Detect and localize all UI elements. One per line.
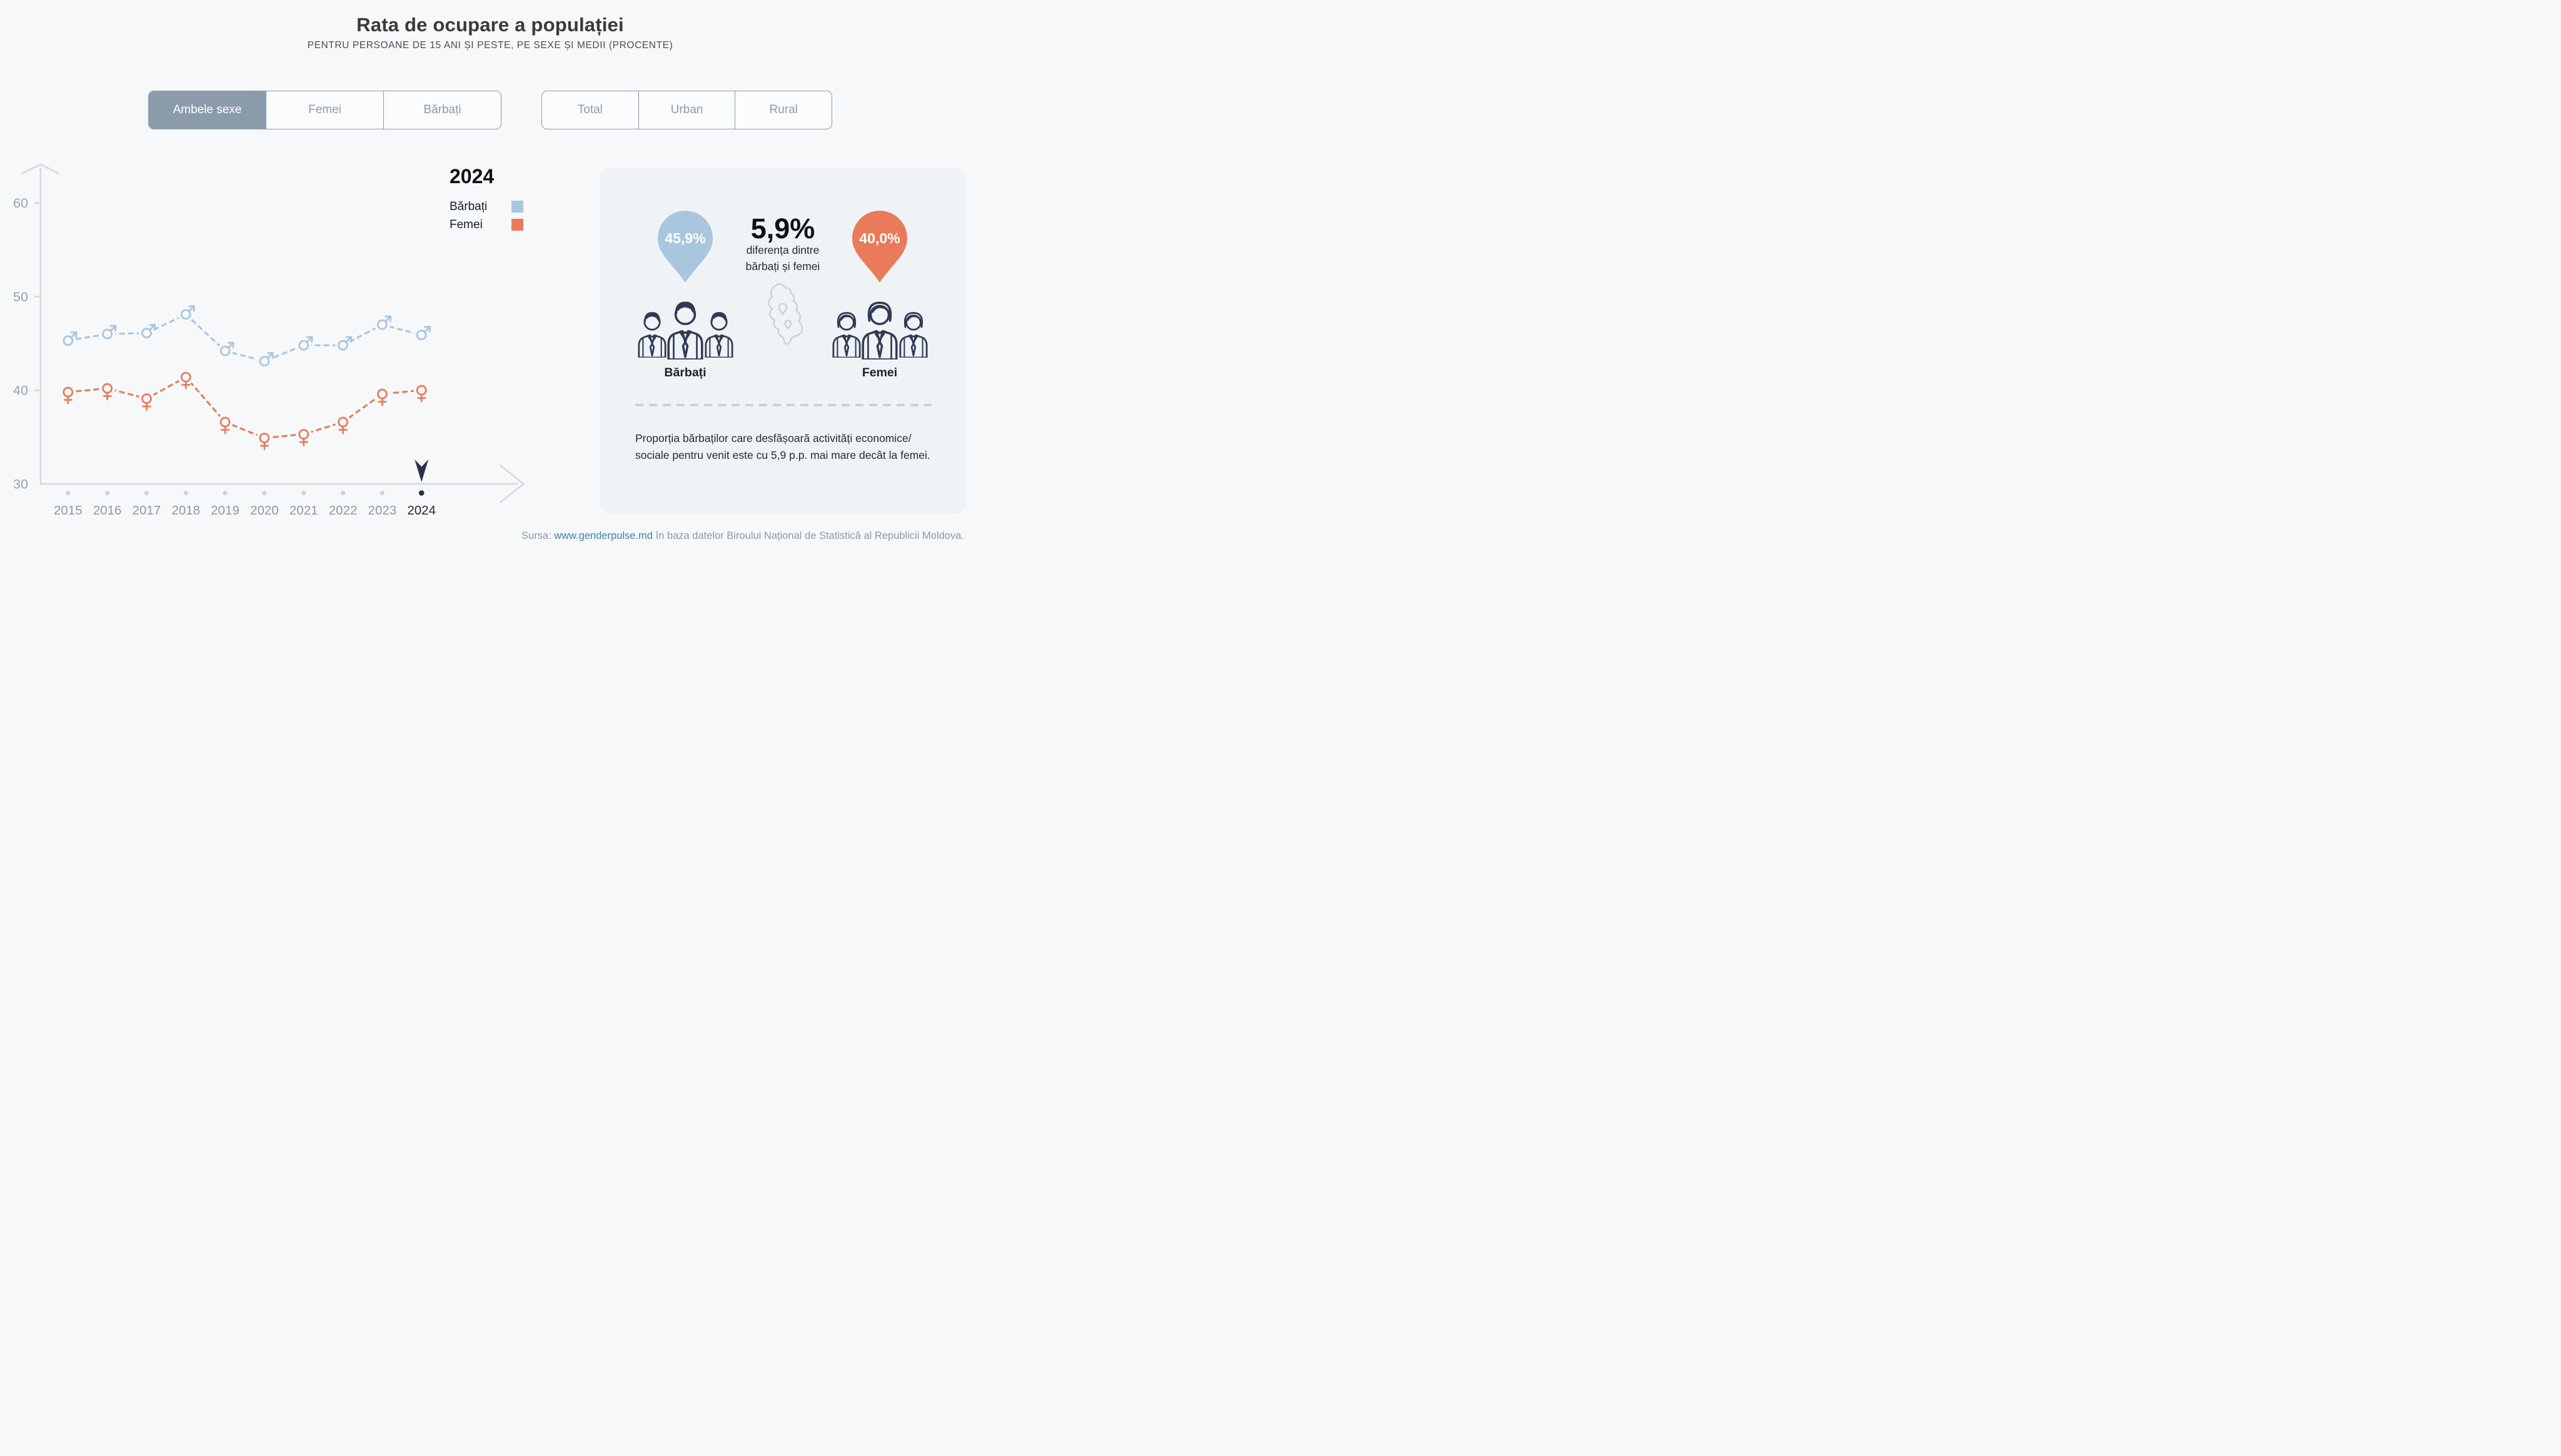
women-group-label: Femei bbox=[862, 366, 898, 379]
x-dot bbox=[66, 491, 71, 496]
gap-caption-line2: bărbați și femei bbox=[745, 260, 820, 273]
x-dot bbox=[223, 491, 228, 496]
x-tick-label[interactable]: 2015 bbox=[54, 503, 83, 518]
page-title: Rata de ocupare a populației bbox=[356, 14, 624, 36]
x-tick-label[interactable]: 2017 bbox=[133, 503, 161, 518]
x-tick-label[interactable]: 2024 bbox=[407, 503, 436, 518]
y-tick-label: 30 bbox=[13, 477, 28, 492]
gap-caption-line1: diferența dintre bbox=[746, 244, 820, 256]
tab-barbati[interactable]: Bărbați bbox=[384, 91, 501, 129]
male-symbol-marker bbox=[180, 309, 191, 320]
female-symbol-marker bbox=[63, 386, 74, 398]
employment-rate-line-chart: 60 50 40 30 2015 2016 2017 2018 2019 2020 2021 2022… bbox=[13, 163, 525, 518]
legend-label-femei: Femei bbox=[450, 218, 483, 231]
source-line: Sursa: www.genderpulse.md în baza datelo… bbox=[521, 530, 964, 542]
area-filter-group: Total Urban Rural bbox=[541, 91, 832, 129]
x-dot bbox=[301, 491, 306, 496]
x-axis-arrowhead bbox=[499, 464, 525, 503]
sex-filter-group: Ambele sexe Femei Bărbați bbox=[148, 91, 501, 129]
y-axis-arrowhead bbox=[21, 163, 60, 174]
male-symbol-marker bbox=[219, 345, 231, 356]
y-tick bbox=[34, 389, 39, 391]
female-symbol-marker bbox=[416, 384, 427, 396]
source-link[interactable]: www.genderpulse.md bbox=[554, 530, 653, 541]
x-tick-label[interactable]: 2021 bbox=[289, 503, 318, 518]
male-symbol-marker bbox=[141, 328, 152, 339]
tab-ambele-sexe[interactable]: Ambele sexe bbox=[149, 91, 266, 129]
x-dot bbox=[183, 491, 188, 496]
selected-year-cursor-icon bbox=[415, 459, 429, 482]
tab-total[interactable]: Total bbox=[542, 91, 639, 129]
x-dot bbox=[262, 491, 267, 496]
y-tick bbox=[34, 295, 39, 298]
female-symbol-marker bbox=[219, 416, 231, 428]
female-symbol-marker bbox=[141, 393, 152, 404]
x-dot bbox=[340, 491, 346, 496]
male-symbol-marker bbox=[259, 356, 270, 367]
tab-femei[interactable]: Femei bbox=[266, 91, 384, 129]
female-symbol-marker bbox=[259, 433, 270, 443]
series-female bbox=[60, 369, 430, 450]
legend-item-femei: Femei bbox=[450, 218, 525, 231]
x-tick-label[interactable]: 2019 bbox=[211, 503, 239, 518]
female-pin-value: 40,0% bbox=[859, 230, 900, 246]
series-line bbox=[67, 376, 423, 439]
female-symbol-marker bbox=[298, 429, 309, 440]
legend-label-barbati: Bărbați bbox=[450, 200, 488, 213]
x-dot bbox=[144, 491, 149, 496]
source-prefix: Sursa: bbox=[521, 530, 555, 541]
female-symbol-marker bbox=[180, 371, 191, 383]
legend-item-barbati: Bărbați bbox=[450, 200, 525, 213]
female-symbol-marker bbox=[376, 388, 388, 399]
tab-urban[interactable]: Urban bbox=[639, 91, 736, 129]
page-subtitle: PENTRU PERSOANE DE 15 ANI ȘI PESTE, PE S… bbox=[307, 40, 673, 51]
men-group-label: Bărbați bbox=[664, 366, 707, 379]
y-tick-label: 40 bbox=[13, 383, 28, 398]
y-tick-label: 50 bbox=[13, 289, 28, 304]
legend-swatch-barbati bbox=[511, 201, 523, 213]
male-symbol-marker bbox=[298, 339, 309, 351]
x-dot-selected bbox=[418, 490, 425, 496]
women-group-icon bbox=[832, 301, 928, 359]
panel-note: Proporția bărbaților care desfășoară act… bbox=[635, 432, 930, 461]
x-tick-label[interactable]: 2018 bbox=[171, 503, 200, 518]
male-pin-value: 45,9% bbox=[665, 230, 706, 246]
info-panel: 45,9% 40,0% 5,9% diferența dintre bărbaț… bbox=[600, 168, 966, 514]
male-symbol-marker bbox=[102, 328, 113, 339]
tab-rural[interactable]: Rural bbox=[735, 91, 832, 129]
legend-year: 2024 bbox=[450, 165, 495, 188]
x-tick-label[interactable]: 2022 bbox=[329, 503, 358, 518]
series-male bbox=[60, 305, 431, 369]
moldova-map bbox=[768, 283, 803, 345]
y-tick-label: 60 bbox=[13, 196, 28, 211]
male-symbol-marker bbox=[338, 339, 348, 351]
male-symbol-marker bbox=[63, 335, 74, 346]
male-symbol-marker bbox=[416, 329, 427, 341]
series-line bbox=[67, 313, 423, 363]
y-tick bbox=[34, 202, 39, 204]
x-tick-label[interactable]: 2016 bbox=[93, 503, 122, 518]
x-dot bbox=[380, 491, 385, 496]
female-symbol-marker bbox=[338, 416, 348, 428]
male-symbol-marker bbox=[376, 319, 388, 330]
source-suffix: în baza datelor Biroului Național de Sta… bbox=[652, 530, 964, 541]
female-symbol-marker bbox=[102, 383, 113, 394]
men-group-icon bbox=[638, 301, 733, 359]
legend-swatch-femei bbox=[511, 219, 523, 231]
x-tick-label[interactable]: 2020 bbox=[250, 503, 279, 518]
x-tick-label[interactable]: 2023 bbox=[368, 503, 397, 518]
gap-value: 5,9% bbox=[750, 213, 815, 244]
x-dot bbox=[105, 491, 110, 496]
